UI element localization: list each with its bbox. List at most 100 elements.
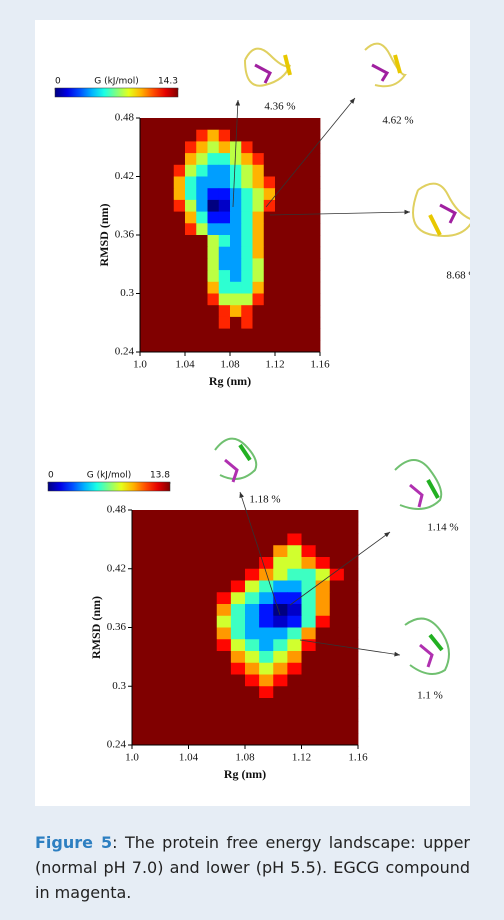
heatmap-cell: [230, 270, 242, 283]
heatmap-cell: [132, 604, 147, 617]
heatmap-cell: [140, 340, 152, 353]
heatmap-cell: [287, 651, 302, 664]
heatmap-cell: [185, 270, 197, 283]
heatmap-cell: [151, 129, 163, 142]
heatmap-cell: [315, 674, 331, 687]
heatmap-cell: [188, 721, 204, 734]
heatmap-cell: [162, 118, 175, 131]
heatmap-cell: [273, 580, 288, 593]
heatmap-cell: [259, 545, 274, 558]
heatmap-cell: [286, 235, 298, 248]
heatmap-cell: [252, 305, 265, 318]
heatmap-cell: [218, 211, 231, 224]
heatmap-cell: [230, 615, 246, 628]
heatmap-cell: [301, 709, 317, 722]
heatmap-cell: [308, 293, 321, 306]
heatmap-cell: [151, 316, 163, 329]
heatmap-cell: [259, 733, 274, 746]
heatmap-cell: [263, 340, 276, 353]
heatmap-cell: [196, 340, 208, 353]
heatmap-cell: [308, 176, 321, 189]
heatmap-cell: [173, 316, 186, 329]
heatmap-cell: [162, 293, 175, 306]
heatmap-cell: [315, 604, 331, 617]
heatmap-cell: [275, 188, 287, 201]
heatmap-cell: [263, 316, 276, 329]
heatmap-cell: [297, 211, 310, 224]
heatmap-cell: [245, 545, 260, 558]
heatmap-cell: [230, 662, 246, 675]
heatmap-cell: [308, 223, 321, 236]
heatmap-cell: [146, 721, 161, 734]
heatmap-cell: [207, 293, 220, 306]
heatmap-cell: [151, 293, 163, 306]
heatmap-cell: [245, 662, 260, 675]
heatmap-cell: [230, 568, 246, 581]
heatmap-cell: [241, 328, 253, 341]
heatmap-cell: [286, 258, 298, 271]
heatmap-cell: [259, 698, 274, 711]
heatmap-cell: [308, 258, 321, 271]
heatmap-cell: [343, 510, 359, 523]
heatmap-cell: [146, 651, 161, 664]
heatmap-cell: [173, 129, 186, 142]
annotation-arrow: [265, 97, 356, 208]
y-tick-label: 0.24: [115, 346, 135, 358]
heatmap-cell: [216, 604, 232, 617]
heatmap-cell: [230, 627, 246, 640]
heatmap-cell: [343, 627, 359, 640]
heatmap-cell: [146, 709, 161, 722]
heatmap-cell: [218, 316, 231, 329]
heatmap-cell: [315, 639, 331, 652]
heatmap-cell: [202, 510, 218, 523]
heatmap-cell: [196, 235, 208, 248]
heatmap-cell: [343, 604, 359, 617]
heatmap-cell: [297, 188, 310, 201]
heatmap-cell: [160, 651, 175, 664]
heatmap-cell: [173, 235, 186, 248]
heatmap-cell: [263, 188, 276, 201]
heatmap-cell: [188, 580, 204, 593]
heatmap-cell: [216, 709, 232, 722]
figure: 1.0 1.04 1.08 1.12 1.16 0.24 0.3 0.36 0.42 0.48 Rg…: [35, 20, 470, 806]
heatmap-cell: [151, 340, 163, 353]
heatmap-cell: [162, 129, 175, 142]
heatmap-cell: [245, 639, 260, 652]
heatmap-cell: [160, 545, 175, 558]
heatmap-cell: [188, 557, 204, 570]
heatmap-cell: [245, 521, 260, 534]
heatmap-cell: [162, 176, 175, 189]
x-tick-label: 1.04: [175, 359, 195, 371]
heatmap-cell: [216, 721, 232, 734]
heatmap-cell: [241, 223, 253, 236]
x-axis-label: Rg (nm): [224, 767, 266, 781]
heatmap-cell: [185, 153, 197, 166]
heatmap-cell: [287, 615, 302, 628]
heatmap-cell: [252, 316, 265, 329]
heatmap-cell: [132, 557, 147, 570]
heatmap-cell: [263, 141, 276, 154]
heatmap-cell: [160, 733, 175, 746]
heatmap-cell: [146, 604, 161, 617]
heatmap-cell: [297, 328, 310, 341]
heatmap-cell: [230, 188, 242, 201]
heatmap-cell: [230, 118, 242, 131]
heatmap-cell: [308, 129, 321, 142]
heatmap-cell: [174, 533, 189, 546]
heatmap-cell: [315, 627, 331, 640]
heatmap-cell: [230, 328, 242, 341]
heatmap-cell: [132, 533, 147, 546]
heatmap-cell: [218, 235, 231, 248]
heatmap-cell: [343, 698, 359, 711]
heatmap-cell: [297, 246, 310, 259]
heatmap-cell: [273, 639, 288, 652]
heatmap-cell: [263, 328, 276, 341]
heatmap-cell: [160, 709, 175, 722]
heatmap-cell: [132, 733, 147, 746]
heatmap-cell: [132, 686, 147, 699]
heatmap-cell: [273, 674, 288, 687]
heatmap-cell: [173, 141, 186, 154]
heatmap-cell: [174, 521, 189, 534]
heatmap-cell: [140, 164, 152, 177]
heatmap-cell: [185, 211, 197, 224]
